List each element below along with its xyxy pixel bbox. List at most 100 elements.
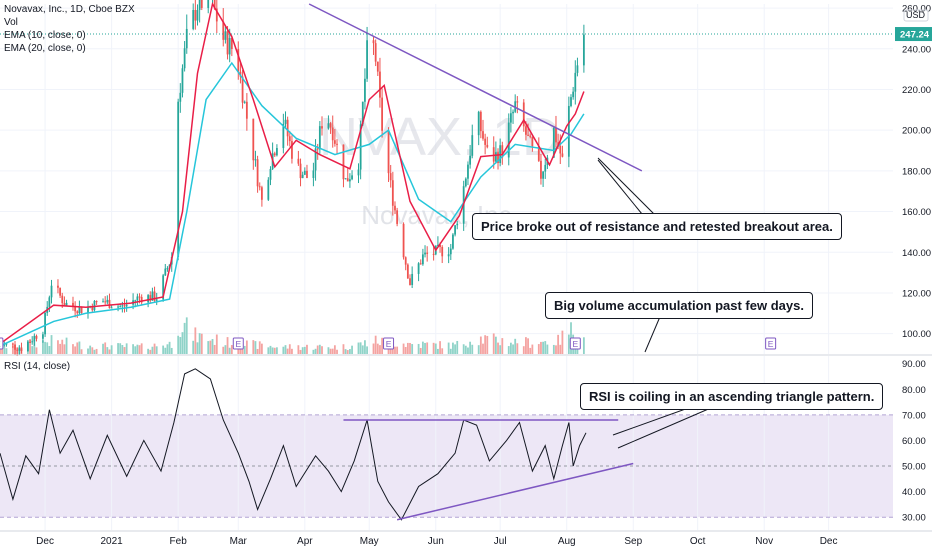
candle-body <box>177 101 180 257</box>
candle-body <box>525 126 527 135</box>
candle-body <box>48 297 51 307</box>
watermark-ticker: NVAX, 1D <box>319 107 561 167</box>
rsi-lower-trendline[interactable] <box>396 462 634 521</box>
candle-body <box>482 131 484 139</box>
volume-bar <box>327 347 330 354</box>
volume-bar <box>306 344 308 354</box>
candle-body <box>196 9 199 21</box>
price-tick-label: 180.00 <box>902 166 931 177</box>
volume-bar <box>316 345 319 354</box>
currency-label: USD <box>906 10 926 20</box>
volume-bar <box>93 349 96 354</box>
volume-bar <box>359 342 362 354</box>
volume-bar <box>557 334 560 354</box>
earnings-marker[interactable] <box>232 337 244 350</box>
candle-body <box>561 153 564 157</box>
volume-bar <box>346 350 349 354</box>
volume-bar <box>507 346 510 354</box>
volume-bar <box>258 341 261 354</box>
volume-bar <box>333 345 336 354</box>
candle-body <box>452 234 454 249</box>
rsi-tick-label: 70.00 <box>902 410 926 421</box>
volume-bar <box>522 346 525 354</box>
candle-body <box>183 48 186 69</box>
candle-body <box>254 159 257 161</box>
candle-body <box>527 134 529 136</box>
candle-body <box>185 28 188 49</box>
rsi-legend[interactable]: RSI (14, close) <box>4 361 71 372</box>
earnings-marker-label: E <box>235 339 241 349</box>
price-tick-label: 140.00 <box>902 248 931 259</box>
volume-bar <box>228 347 231 354</box>
volume-bar <box>61 339 64 354</box>
price-tick-label: 240.00 <box>902 44 931 55</box>
volume-bar <box>237 346 240 354</box>
volume-bar <box>89 345 92 354</box>
candle-body <box>74 306 77 312</box>
volume-bar <box>464 345 467 354</box>
volume-bar <box>65 337 68 354</box>
candle-body <box>467 164 469 179</box>
time-tick-label: Apr <box>297 536 313 547</box>
symbol-title[interactable]: Novavax, Inc., 1D, Cboe BZX <box>4 4 135 15</box>
candle-body <box>542 171 544 179</box>
candle-body <box>387 130 390 174</box>
volume-bar <box>479 336 482 354</box>
candle-body <box>134 300 137 302</box>
candle-body <box>228 37 231 55</box>
volume-bar <box>303 346 306 354</box>
volume-bar <box>525 337 527 354</box>
candle-body <box>516 101 519 103</box>
volume-bar <box>374 335 377 354</box>
candle-body <box>61 295 64 304</box>
candle-body <box>303 170 306 175</box>
time-tick-label: Oct <box>690 536 706 547</box>
volume-bar <box>155 346 158 354</box>
volume-bar <box>406 342 409 354</box>
volume-bar <box>349 349 351 354</box>
volume-bar <box>411 344 414 354</box>
callout-volume[interactable]: Big volume accumulation past few days. <box>545 292 813 319</box>
volume-bar <box>110 345 113 354</box>
volume-bar <box>288 344 291 354</box>
volume-bar <box>50 335 53 354</box>
volume-bar <box>260 343 263 354</box>
candle-body <box>314 148 317 171</box>
currency-box[interactable] <box>903 9 929 22</box>
earnings-marker[interactable] <box>383 337 395 350</box>
ema10-legend[interactable]: EMA (10, close, 0) <box>4 30 86 41</box>
volume-bar <box>312 349 315 354</box>
volume-bar <box>447 342 450 354</box>
volume-bar <box>417 343 420 354</box>
volume-bar <box>555 345 557 354</box>
volume-bar <box>147 348 150 354</box>
ema20-legend[interactable]: EMA (20, close, 0) <box>4 43 86 54</box>
candle-body <box>106 299 109 303</box>
candle-body <box>44 312 46 335</box>
candle-body <box>181 68 184 93</box>
time-tick-label: Jul <box>494 536 507 547</box>
volume-bar <box>441 348 444 354</box>
earnings-marker[interactable] <box>569 337 581 350</box>
earnings-marker[interactable] <box>765 337 777 350</box>
volume-bar <box>241 348 244 354</box>
volume-legend[interactable]: Vol <box>4 17 18 28</box>
candle-body <box>501 145 504 158</box>
price-tick-label: 100.00 <box>902 329 931 340</box>
callout-breakout[interactable]: Price broke out of resistance and retest… <box>472 213 842 240</box>
volume-bar <box>284 345 287 354</box>
candle-body <box>59 287 62 296</box>
volume-bar <box>299 349 302 354</box>
resistance-trendline[interactable] <box>308 3 643 172</box>
callout-rsi[interactable]: RSI is coiling in an ascending triangle … <box>580 383 884 410</box>
earnings-marker[interactable] <box>0 337 4 350</box>
rsi-tick-label: 90.00 <box>902 359 926 370</box>
candle-body <box>27 341 29 352</box>
candle-body <box>321 126 323 129</box>
candle-body <box>299 163 302 179</box>
rsi-line <box>0 368 587 521</box>
candle-body <box>20 348 23 352</box>
volume-bar <box>140 343 143 354</box>
candle-body <box>14 344 16 350</box>
